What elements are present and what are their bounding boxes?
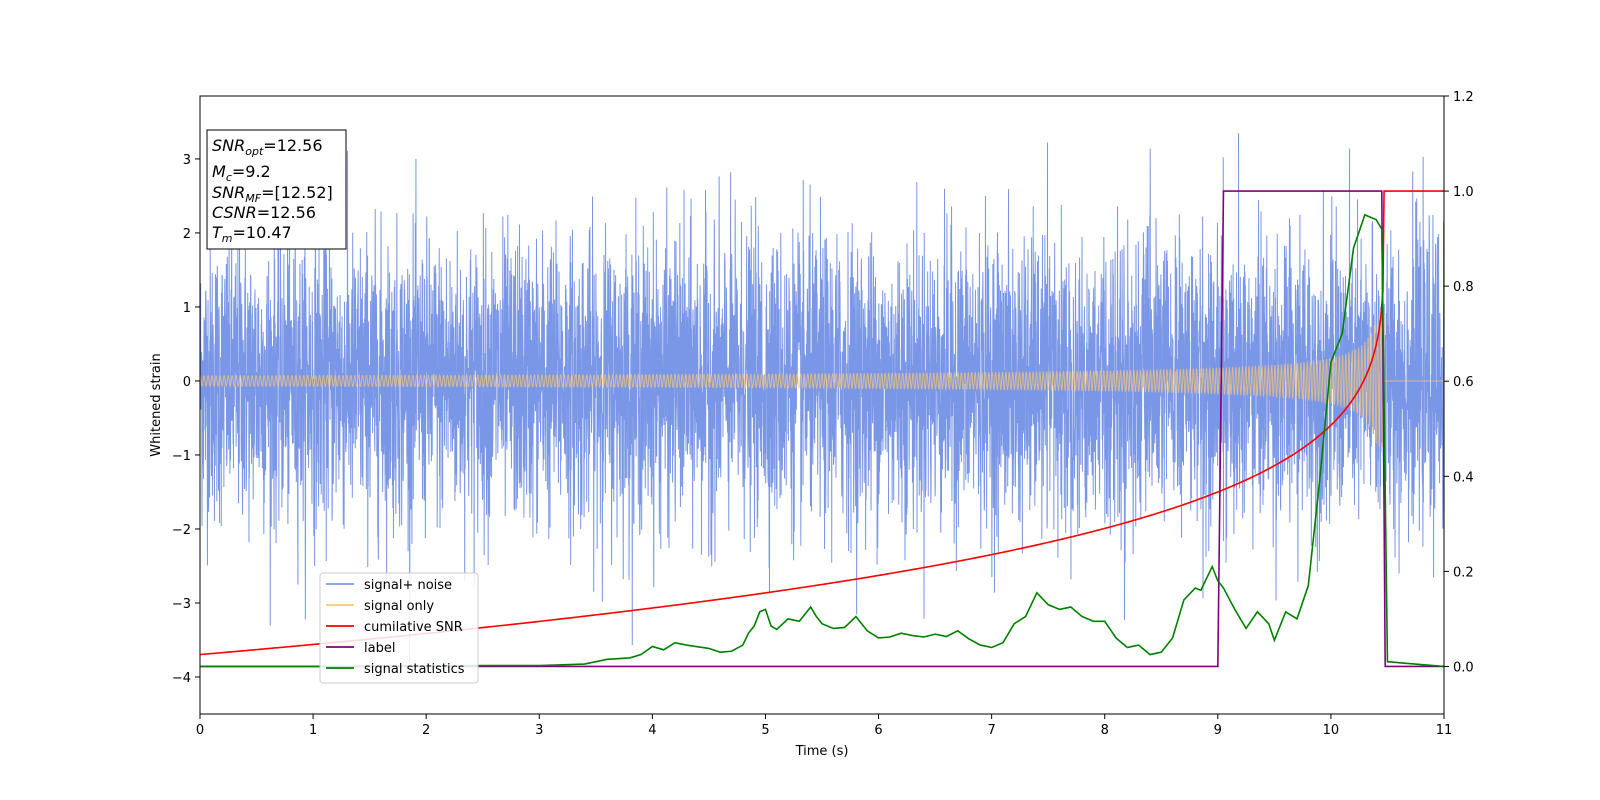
x-tick-label: 11 (1436, 723, 1453, 738)
info-csnr: CSNR=12.56 (212, 203, 316, 222)
legend-item-label: signal statistics (364, 662, 465, 677)
x-tick-label: 0 (196, 723, 204, 738)
legend-item-label: cumilative SNR (364, 620, 463, 635)
series-signal-noise (200, 133, 1444, 664)
legend-item-label: label (364, 641, 395, 656)
info-snr-mf: SNRMF=[12.52] (212, 183, 333, 205)
y-right-tick-label: 0.4 (1453, 470, 1474, 485)
x-tick-label: 10 (1323, 723, 1340, 738)
info-box: SNRopt=12.56 Mc=9.2 SNRMF=[12.52] CSNR=1… (206, 129, 347, 250)
y-left-tick-label: 0 (183, 375, 191, 390)
y-left-tick-label: 1 (183, 301, 191, 316)
y-left-tick-label: 3 (183, 153, 191, 168)
series-label (200, 190, 1444, 668)
x-tick-label: 7 (987, 723, 995, 738)
y-left-tick-label: −3 (172, 597, 191, 612)
x-tick-label: 2 (422, 723, 430, 738)
x-tick-label: 4 (648, 723, 656, 738)
x-axis: 0 1 2 3 4 5 6 7 8 9 10 11 (196, 714, 1452, 738)
info-box-frame (206, 129, 347, 250)
y-axis-left: −4 −3 −2 −1 0 1 2 3 (172, 153, 200, 686)
x-tick-label: 3 (535, 723, 543, 738)
y-right-tick-label: 1.2 (1453, 90, 1474, 105)
legend-item-label: signal+ noise (364, 578, 452, 593)
y-axis-right: 0.0 0.2 0.4 0.6 0.8 1.0 1.2 (1444, 90, 1474, 675)
y-right-tick-label: 0.6 (1453, 375, 1474, 390)
info-snr-opt: SNRopt=12.56 (212, 136, 323, 158)
x-tick-label: 5 (761, 723, 769, 738)
series-signal-only (200, 314, 1444, 448)
y-left-tick-label: 2 (183, 227, 191, 242)
y-right-tick-label: 0.2 (1453, 565, 1474, 580)
y-left-tick-label: −2 (172, 523, 191, 538)
series-signal-statistics (200, 213, 1444, 668)
y-axis-label: Whitened strain (149, 353, 164, 456)
y-right-tick-label: 0.0 (1453, 660, 1474, 675)
x-tick-label: 6 (874, 723, 882, 738)
y-left-tick-label: −4 (172, 671, 191, 686)
x-axis-label: Time (s) (795, 744, 849, 759)
legend-item-label: signal only (364, 599, 434, 614)
plot-frame (199, 95, 1445, 715)
legend-frame (319, 572, 479, 684)
y-right-tick-label: 1.0 (1453, 185, 1474, 200)
info-tm: Tm=10.47 (212, 223, 292, 245)
info-mc: Mc=9.2 (212, 162, 271, 184)
legend: signal+ noise signal only cumilative SNR la… (319, 572, 479, 684)
x-tick-label: 9 (1214, 723, 1222, 738)
y-left-tick-label: −1 (172, 449, 191, 464)
x-tick-label: 1 (309, 723, 317, 738)
x-tick-label: 8 (1101, 723, 1109, 738)
y-right-tick-label: 0.8 (1453, 280, 1474, 295)
